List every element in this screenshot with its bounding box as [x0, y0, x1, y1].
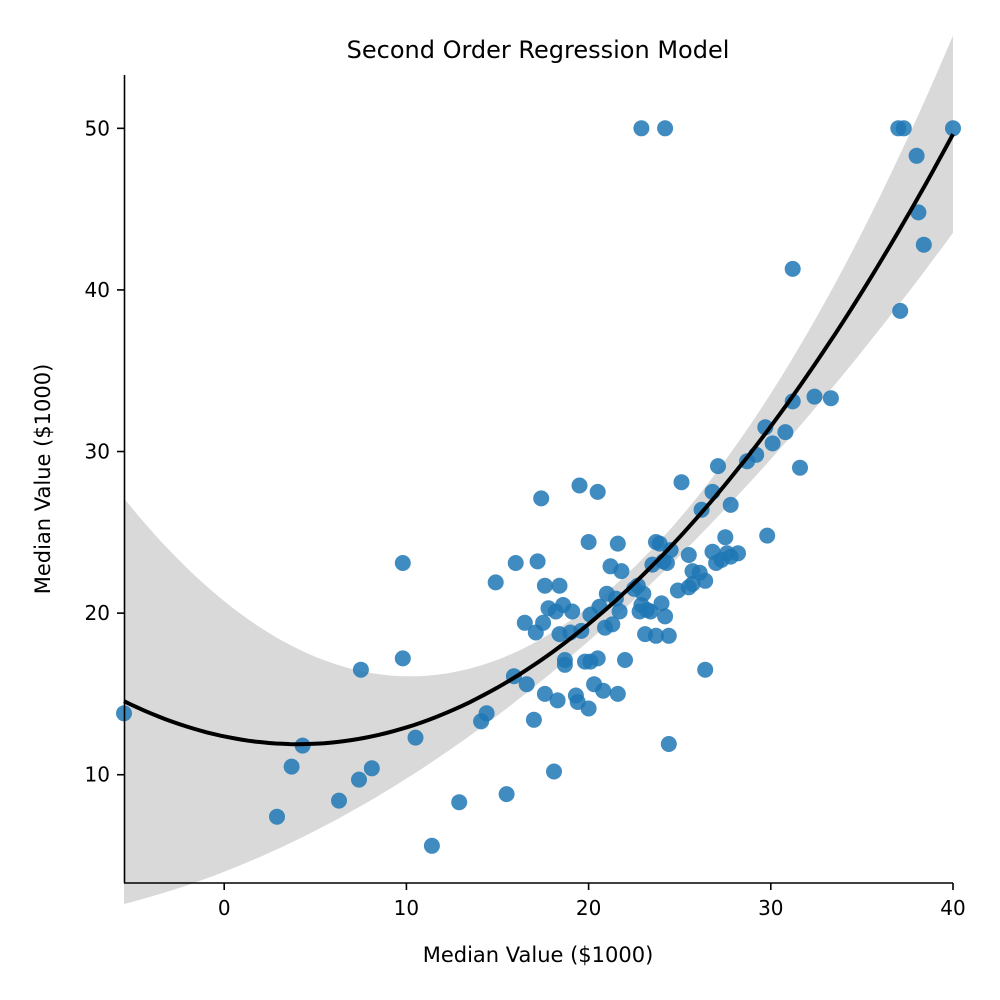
data-point: [407, 729, 424, 746]
data-point: [784, 260, 801, 277]
data-point: [662, 542, 679, 559]
data-point: [269, 808, 285, 825]
data-point: [580, 700, 597, 717]
data-point: [613, 563, 630, 580]
y-tick-label: 40: [85, 278, 110, 302]
data-point: [822, 390, 839, 407]
data-point: [571, 477, 588, 494]
data-point: [759, 527, 776, 544]
data-point: [730, 545, 746, 562]
regression-curve: [123, 133, 955, 747]
y-tick-label: 30: [85, 440, 110, 464]
data-point: [648, 627, 664, 644]
data-point: [451, 794, 468, 811]
data-point: [518, 676, 535, 693]
data-point: [580, 534, 597, 550]
data-point: [551, 577, 568, 594]
data-point: [611, 603, 628, 620]
data-point: [423, 837, 440, 854]
data-point: [908, 147, 925, 164]
data-point: [617, 652, 633, 668]
data-points: [116, 120, 961, 854]
y-tick-label: 50: [85, 116, 110, 140]
data-point: [945, 120, 961, 137]
data-point: [635, 585, 652, 602]
data-point: [549, 692, 566, 709]
data-point: [352, 661, 369, 678]
data-point: [394, 555, 411, 571]
data-point: [764, 435, 781, 452]
data-point: [697, 572, 714, 589]
data-point: [915, 236, 932, 253]
y-tick-label: 20: [85, 601, 110, 625]
data-point: [331, 792, 347, 809]
data-point: [673, 474, 690, 491]
data-point: [633, 120, 650, 137]
data-point: [660, 627, 677, 644]
x-tick-label: 20: [576, 896, 601, 920]
data-point: [535, 614, 552, 631]
data-point: [283, 758, 300, 775]
data-point: [609, 685, 626, 702]
data-point: [657, 608, 674, 625]
data-point: [589, 483, 606, 500]
fit-line: [123, 133, 955, 747]
y-axis-label: Median Value ($1000): [31, 364, 55, 595]
data-point: [529, 553, 546, 570]
data-point: [895, 120, 912, 137]
data-point: [507, 555, 524, 571]
data-point: [777, 424, 794, 441]
data-point: [697, 661, 714, 678]
x-tick-label: 0: [218, 896, 231, 920]
data-point: [717, 529, 734, 546]
data-point: [604, 616, 621, 633]
data-point: [589, 650, 606, 667]
data-point: [806, 388, 823, 405]
data-point: [910, 204, 927, 221]
data-point: [546, 763, 562, 780]
data-point: [658, 555, 675, 571]
data-point: [595, 682, 612, 699]
x-tick-label: 30: [758, 896, 783, 920]
confidence-band: [124, 35, 953, 904]
data-point: [892, 302, 909, 319]
y-tick-label: 10: [85, 763, 110, 787]
data-point: [710, 458, 726, 475]
data-point: [564, 603, 581, 620]
y-axis-ticks: 10 20 30 40 50: [85, 116, 124, 787]
x-axis-label: Median Value ($1000): [423, 943, 654, 967]
data-point: [536, 685, 553, 702]
x-tick-label: 40: [940, 896, 965, 920]
data-point: [660, 736, 677, 752]
confidence-band-area: [124, 35, 953, 904]
plot-area: [116, 35, 961, 904]
data-point: [525, 711, 542, 728]
data-point: [680, 547, 697, 563]
chart-title: Second Order Regression Model: [347, 36, 730, 64]
data-point: [487, 574, 504, 591]
data-point: [722, 496, 739, 513]
data-point: [351, 771, 367, 788]
data-point: [533, 490, 550, 507]
data-point: [792, 459, 808, 476]
data-point: [363, 760, 380, 777]
data-point: [394, 650, 411, 667]
data-point: [653, 595, 670, 612]
data-point: [784, 393, 801, 410]
data-point: [657, 120, 674, 137]
data-point: [609, 535, 626, 552]
x-axis-ticks: 0 10 20 30 40: [218, 883, 966, 920]
data-point: [556, 656, 573, 673]
data-point: [642, 603, 659, 620]
data-point: [498, 786, 515, 803]
data-point: [536, 577, 553, 594]
data-point: [516, 614, 533, 631]
x-tick-label: 10: [394, 896, 419, 920]
data-point: [478, 705, 495, 722]
